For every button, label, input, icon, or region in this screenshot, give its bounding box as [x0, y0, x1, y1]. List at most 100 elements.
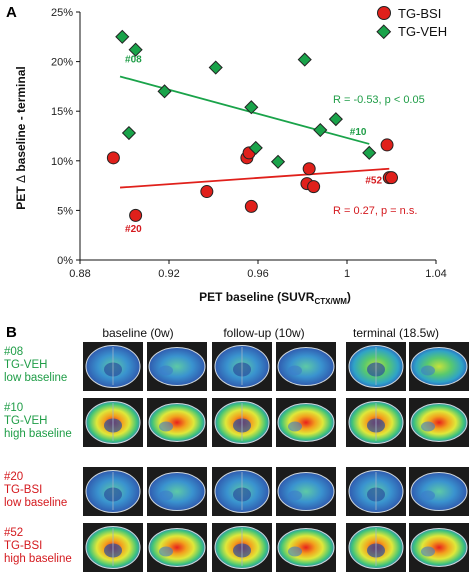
sagittal-slice: [148, 347, 206, 386]
data-points: [106, 29, 398, 222]
row-label-line: #10: [4, 402, 23, 414]
x-tick-label: 0.88: [69, 268, 90, 280]
slice-region: [159, 490, 173, 501]
veh-point: [244, 100, 259, 115]
veh-point: [121, 125, 137, 141]
row-label-line: high baseline: [4, 428, 72, 440]
veh-point: [328, 112, 343, 127]
row-label-line: TG-BSI: [4, 540, 42, 552]
slice-region: [288, 490, 302, 501]
y-axis-title: PET Δ baseline - terminal: [14, 66, 28, 209]
slice-region: [159, 546, 173, 557]
veh-point: [297, 52, 312, 67]
bsi-point: [200, 185, 214, 199]
veh-fit-line: [119, 75, 370, 145]
row-label-line: TG-BSI: [4, 484, 42, 496]
row-label-line: TG-VEH: [4, 415, 47, 427]
x-tick-label: 1.04: [425, 268, 446, 280]
sagittal-slice: [148, 472, 206, 511]
bsi-point: [307, 180, 321, 194]
bsi-point: [244, 199, 258, 213]
veh-point: [115, 29, 130, 44]
x-axis-title-subscript: CTX/WM: [314, 297, 347, 306]
slice-region: [159, 421, 173, 432]
slice-region: [288, 421, 302, 432]
veh-stats-annotation: R = -0.53, p < 0.05: [333, 94, 425, 106]
y-axis-ticks: 0% 5% 10% 15% 20% 25%: [51, 7, 80, 267]
x-axis-title: PET baseline (SUVRCTX/WM): [199, 290, 351, 306]
y-tick-label: 10%: [51, 156, 73, 168]
plot-area: 0% 5% 10% 15% 20% 25% 0.88 0.92 0.96 1 1.04 #08 #1…: [51, 7, 447, 280]
brain-tile: [147, 398, 207, 447]
brain-tile: [83, 342, 143, 391]
brain-tile: [346, 398, 406, 447]
sagittal-slice: [410, 528, 468, 567]
slice-region: [421, 421, 435, 432]
slice-region: [288, 546, 302, 557]
x-tick-label: 0.92: [158, 268, 179, 280]
veh-point: [157, 84, 172, 99]
row-label-line: #52: [4, 527, 23, 539]
brain-tile: [409, 523, 469, 572]
veh-point: [270, 154, 286, 169]
row-label-08: #08 TG-VEH low baseline: [4, 346, 67, 384]
sagittal-slice: [410, 472, 468, 511]
x-tick-label: 1: [344, 268, 350, 280]
brain-tile: [409, 467, 469, 516]
legend-label-veh: TG-VEH: [398, 24, 447, 39]
bsi-point: [106, 151, 120, 165]
brain-tile: [276, 398, 336, 447]
x-axis-title-close: ): [347, 290, 351, 304]
sagittal-slice: [277, 528, 335, 567]
brain-tile: [83, 398, 143, 447]
x-tick-label: 0.96: [247, 268, 268, 280]
sagittal-slice: [277, 472, 335, 511]
brain-tile: [147, 467, 207, 516]
row-label-10: #10 TG-VEH high baseline: [4, 402, 72, 440]
row-label-20: #20 TG-BSI low baseline: [4, 471, 67, 509]
bsi-point: [380, 138, 394, 152]
brain-tile: [147, 523, 207, 572]
brain-tile: [409, 342, 469, 391]
brain-tile: [346, 342, 406, 391]
legend-marker-veh: [376, 24, 392, 40]
brain-tile: [83, 467, 143, 516]
bsi-fit-line: [119, 167, 390, 189]
veh-point: [128, 42, 143, 57]
slice-region: [421, 546, 435, 557]
point-label-08: #08: [125, 55, 142, 66]
row-label-line: low baseline: [4, 497, 67, 509]
column-header-follow-up: follow-up (10w): [223, 326, 304, 340]
y-tick-label: 5%: [57, 205, 73, 217]
sagittal-slice: [148, 528, 206, 567]
brain-image-tiles: [83, 342, 469, 572]
bsi-point: [385, 171, 398, 185]
panel-b-grid: baseline (0w) follow-up (10w) terminal (…: [4, 326, 469, 572]
point-label-52: #52: [365, 176, 382, 187]
legend-marker-bsi: [377, 6, 391, 20]
brain-tile: [212, 342, 272, 391]
y-tick-label: 25%: [51, 7, 73, 19]
brain-tile: [346, 523, 406, 572]
slice-region: [159, 365, 173, 376]
x-axis-ticks: 0.88 0.92 0.96 1 1.04: [69, 260, 447, 280]
panel-a-label: A: [6, 4, 17, 21]
y-tick-label: 0%: [57, 255, 73, 267]
sagittal-slice: [277, 347, 335, 386]
sagittal-slice: [410, 347, 468, 386]
y-tick-label: 20%: [51, 57, 73, 69]
panel-b-label: B: [6, 324, 17, 341]
brain-tile: [83, 523, 143, 572]
brain-tile: [276, 342, 336, 391]
brain-tile: [147, 342, 207, 391]
veh-point: [208, 60, 223, 75]
brain-tile: [346, 467, 406, 516]
legend: TG-BSI TG-VEH: [376, 6, 447, 40]
row-label-line: low baseline: [4, 372, 67, 384]
row-label-52: #52 TG-BSI high baseline: [4, 527, 72, 565]
slice-region: [421, 365, 435, 376]
column-header-terminal: terminal (18.5w): [353, 326, 439, 340]
row-label-line: TG-VEH: [4, 359, 47, 371]
brain-tile: [212, 398, 272, 447]
